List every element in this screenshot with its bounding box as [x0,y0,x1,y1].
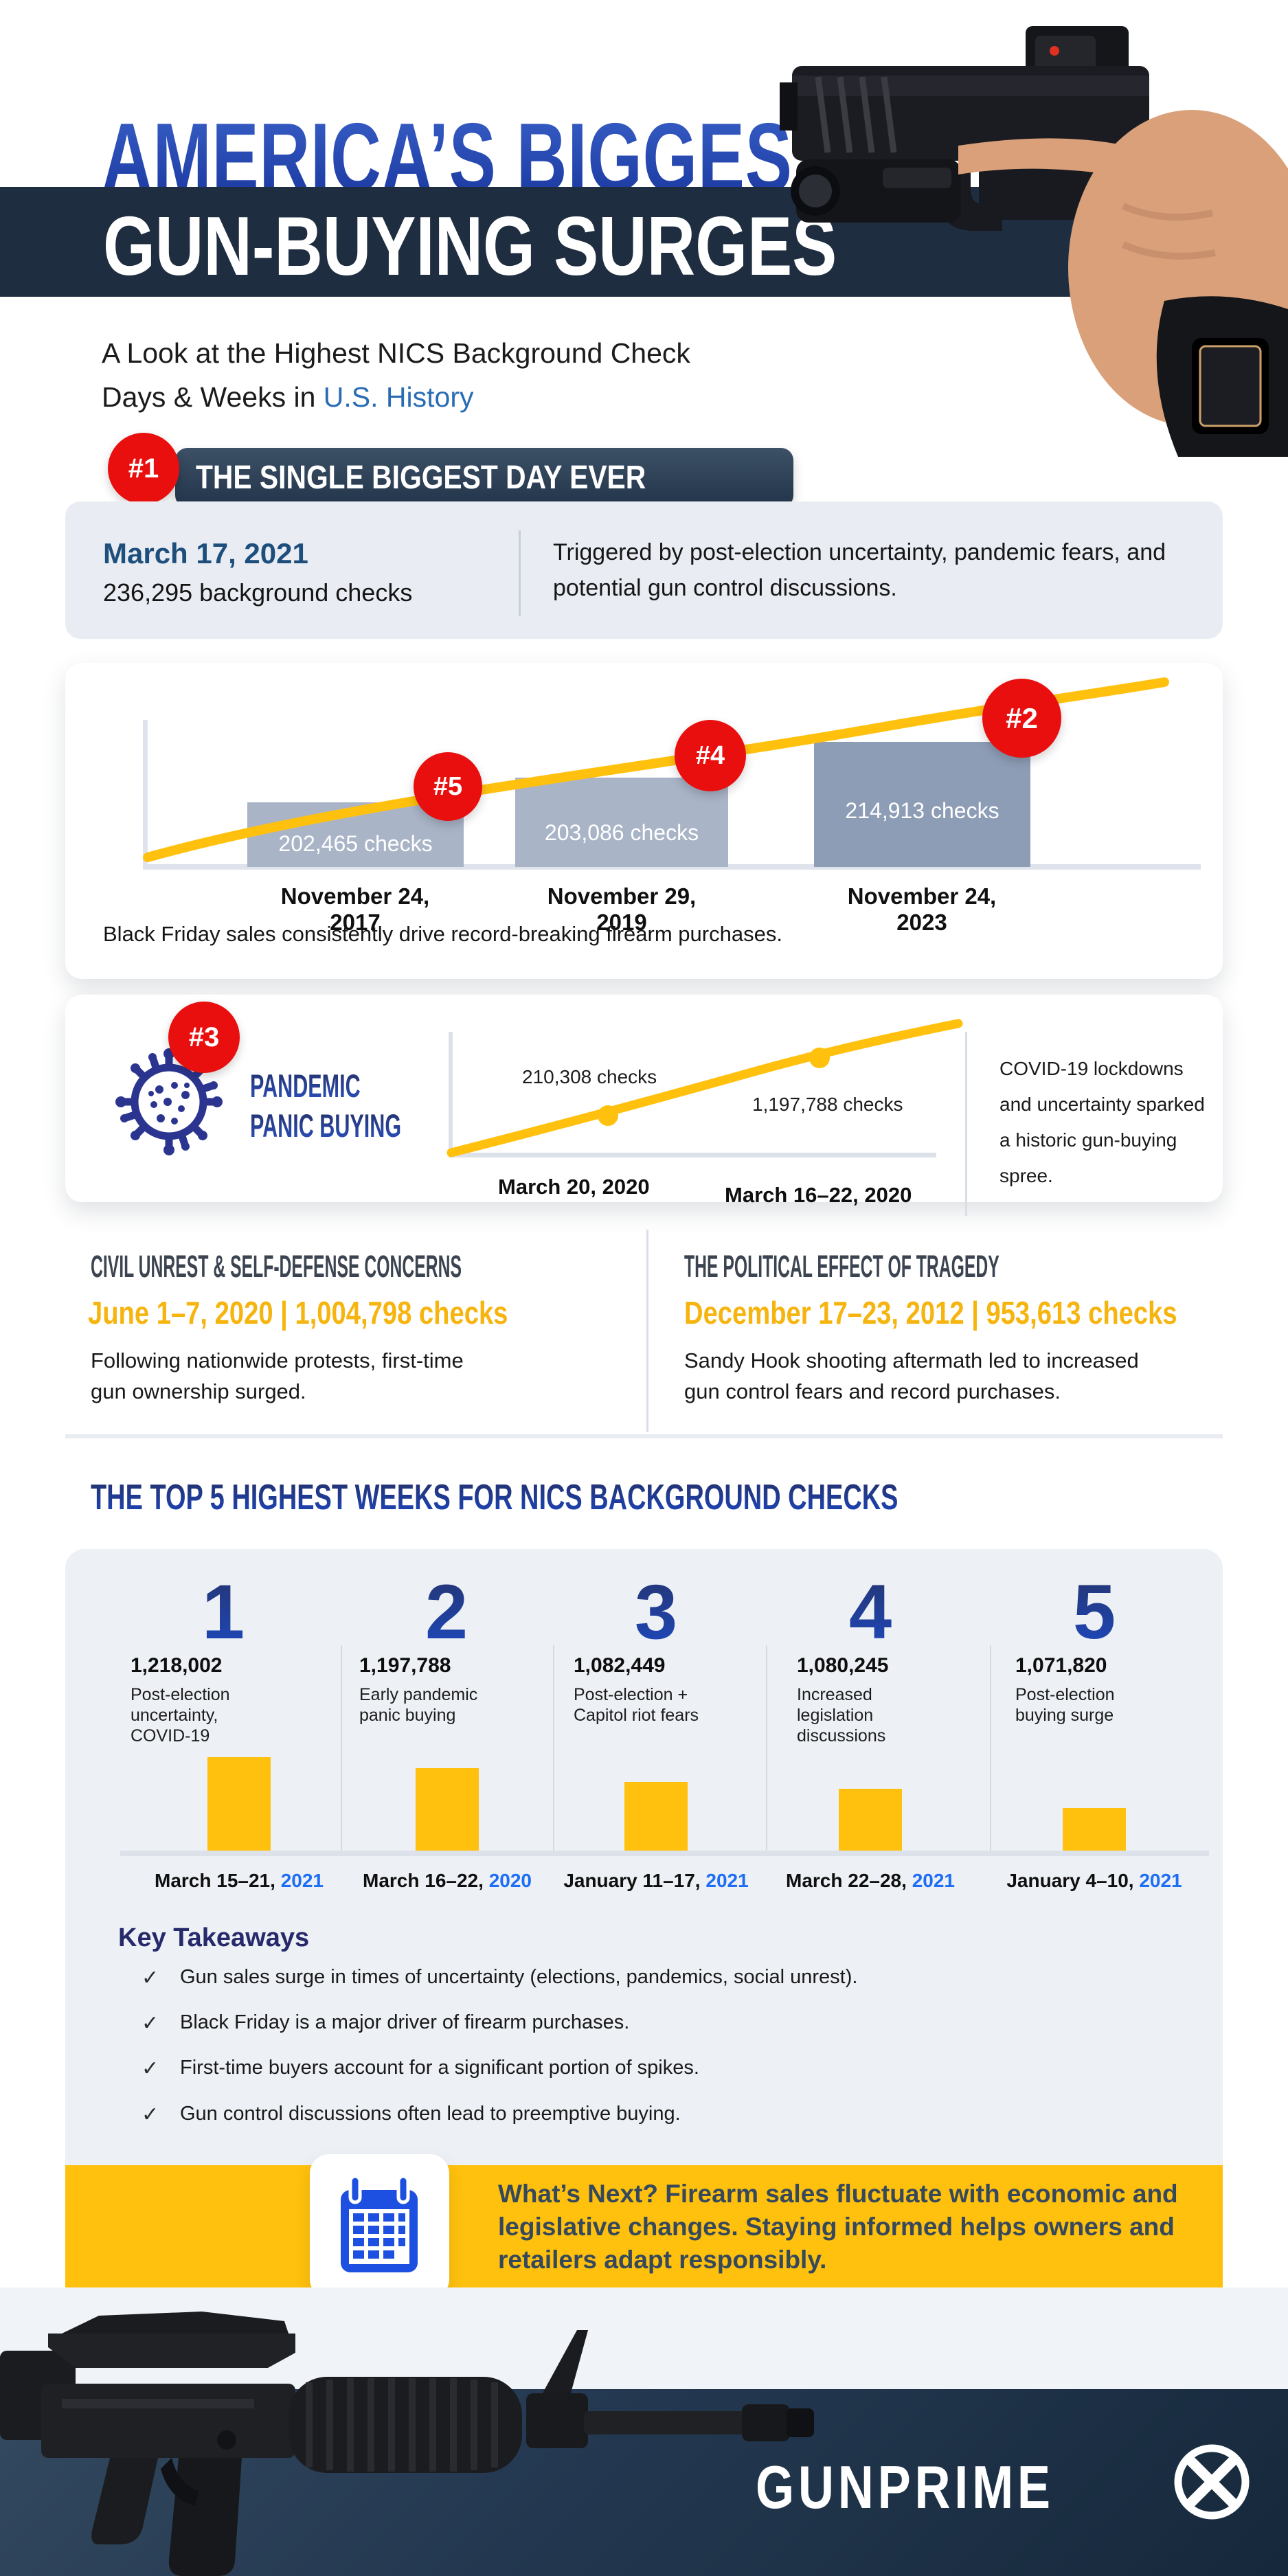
rifle-photo-illustration [0,2303,824,2576]
top5-date-1: March 15–21, 2021 [155,1870,324,1891]
top5-desc-1: Post-election uncertainty, COVID-19 [131,1685,230,1745]
top5-date-3: January 11–17, 2021 [563,1870,749,1891]
checkmark-icon: ✓ [142,1967,159,1989]
main-title-line2: GUN-BUYING SURGES [103,199,837,293]
top5-heading: THE TOP 5 HIGHEST WEEKS FOR NICS BACKGRO… [91,1478,899,1517]
single-day-divider [519,530,521,616]
subtitle: A Look at the Highest NICS Background Ch… [102,337,690,413]
top5-bar-2 [416,1768,479,1851]
pandemic-point1-date: March 20, 2020 [498,1175,650,1199]
pistol-photo-illustration [752,0,1288,457]
rank-badge-1: #1 [108,433,179,504]
top5-bar-3 [624,1782,688,1851]
rank-badge-3: #3 [168,1002,240,1073]
key-takeaways-heading: Key Takeaways [118,1923,310,1952]
black-friday-x-axis [143,864,1201,870]
checkmark-icon: ✓ [142,2012,159,2035]
top5-separator [341,1645,342,1853]
top5-separator [553,1645,554,1853]
rank-badge-4: #4 [675,720,746,791]
top5-desc-3: Post-election + Capitol riot fears [574,1685,699,1725]
black-friday-date-2019: November 29, 2019 [547,883,697,935]
top5-card [65,1549,1223,2165]
top5-rank-3: 3 [634,1569,678,1655]
rank-badge-5: #5 [414,752,482,821]
key-takeaway-item: Black Friday is a major driver of firear… [180,2011,630,2033]
top5-rank-4: 4 [848,1569,892,1655]
rank-badge-2: #2 [982,679,1061,758]
pandemic-point2-date: March 16–22, 2020 [725,1183,912,1207]
top5-value-5: 1,071,820 [1015,1654,1107,1677]
event-civil-unrest-title: CIVIL UNREST & SELF-DEFENSE CONCERNS [91,1249,462,1284]
top5-date-4: March 22–28, 2021 [786,1870,955,1891]
event-civil-unrest-description: Following nationwide protests, first-tim… [91,1348,464,1403]
crosshair-logo-icon [1171,2441,1252,2522]
top5-value-1: 1,218,002 [131,1654,223,1677]
subtitle-highlight: U.S. History [323,381,474,413]
single-day-date: March 17, 2021 [103,537,308,569]
pandemic-divider [965,1032,967,1216]
top5-bar-4 [839,1789,902,1851]
pandemic-x-axis [449,1153,936,1157]
pandemic-title: PANDEMIC PANIC BUYING [250,1066,483,1146]
top5-date-2: March 16–22, 2020 [363,1870,532,1891]
brand-logo-text: GUNPRIME [756,2453,1054,2521]
checkmark-icon: ✓ [142,2057,159,2080]
top5-value-2: 1,197,788 [359,1654,451,1677]
events-divider [646,1230,648,1432]
section1-header-bar [175,448,793,508]
top5-separator [990,1645,991,1853]
top5-desc-5: Post-election buying surge [1015,1685,1115,1725]
top5-bar-5 [1063,1808,1126,1851]
top5-value-4: 1,080,245 [797,1654,889,1677]
top5-rank-1: 1 [201,1569,245,1655]
whats-next-banner [65,2165,1223,2287]
single-day-checks: 236,295 background checks [103,578,413,607]
key-takeaway-item: First-time buyers account for a signific… [180,2057,699,2079]
top5-desc-4: Increased legislation discussions [797,1685,886,1745]
event-tragedy-description: Sandy Hook shooting aftermath led to inc… [684,1348,1139,1403]
black-friday-bar-2019: 203,086 checks [515,778,728,867]
whats-next-text: What’s Next? Firearm sales fluctuate wit… [498,2180,1178,2274]
top5-bar-1 [207,1757,271,1851]
key-takeaway-item: Gun sales surge in times of uncertainty … [180,1966,858,1988]
black-friday-y-axis [143,720,148,868]
key-takeaway-item: Gun control discussions often lead to pr… [180,2103,681,2125]
top5-separator [766,1645,767,1853]
event-tragedy-title: THE POLITICAL EFFECT OF TRAGEDY [684,1249,999,1284]
event-tragedy-stat: December 17–23, 2012 | 953,613 checks [684,1295,1177,1331]
pandemic-y-axis [449,1032,453,1157]
pandemic-description: COVID-19 lockdowns and uncertainty spark… [999,1058,1205,1186]
top5-baseline [120,1851,1209,1856]
checkmark-icon: ✓ [142,2103,159,2126]
top5-desc-2: Early pandemic panic buying [359,1685,478,1725]
top5-rank-2: 2 [425,1569,468,1655]
single-day-card [65,501,1223,639]
black-friday-trend-line [143,677,1169,862]
black-friday-caption: Black Friday sales consistently drive re… [103,922,782,946]
virus-icon [114,1047,224,1157]
section-divider-rule [65,1434,1223,1438]
top5-value-3: 1,082,449 [574,1654,666,1677]
top5-rank-5: 5 [1072,1569,1116,1655]
event-civil-unrest-stat: June 1–7, 2020 | 1,004,798 checks [88,1295,508,1331]
single-day-description: Triggered by post-election uncertainty, … [553,539,1166,601]
black-friday-date-2023: November 24, 2023 [847,883,997,935]
section1-header-label: THE SINGLE BIGGEST DAY EVER [196,460,646,496]
black-friday-bar-2023: 214,913 checks [814,742,1030,867]
pandemic-point2-label: 1,197,788 checks [752,1094,903,1115]
pandemic-point1-label: 210,308 checks [522,1066,657,1087]
calendar-icon [338,2174,420,2278]
black-friday-date-2017: November 24, 2017 [280,883,430,935]
top5-date-5: January 4–10, 2021 [1006,1870,1182,1891]
pandemic-line-chart [447,1019,963,1157]
